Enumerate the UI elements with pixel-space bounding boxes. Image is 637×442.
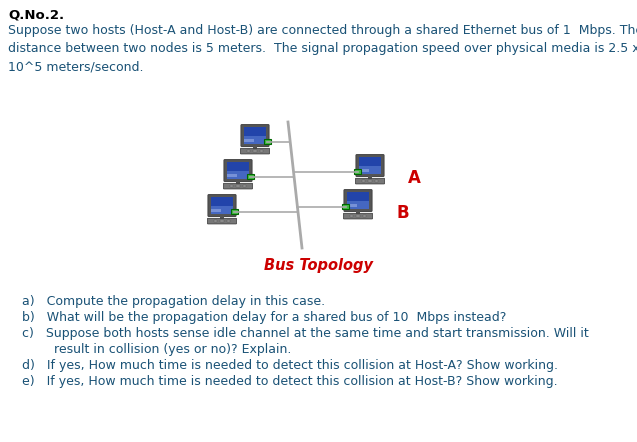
Bar [244, 136, 266, 144]
Bar [247, 150, 250, 152]
Bar [227, 171, 249, 179]
FancyBboxPatch shape [344, 190, 372, 211]
Bar [231, 210, 238, 214]
FancyBboxPatch shape [208, 218, 236, 224]
Bar [245, 139, 254, 142]
Bar [236, 181, 240, 184]
Text: a)   Compute the propagation delay in this case.: a) Compute the propagation delay in this… [22, 295, 325, 308]
Bar [260, 150, 263, 152]
FancyBboxPatch shape [355, 178, 385, 184]
Bar [347, 204, 357, 207]
Bar [243, 185, 246, 187]
Text: d)   If yes, How much time is needed to detect this collision at Host-A? Show wo: d) If yes, How much time is needed to de… [22, 359, 558, 372]
Text: A: A [408, 169, 421, 187]
Bar [264, 139, 271, 144]
Bar [343, 204, 348, 209]
Bar [211, 206, 233, 214]
FancyBboxPatch shape [356, 155, 384, 176]
Bar [227, 162, 249, 179]
Bar [254, 150, 257, 152]
Text: 10^5 meters/second.: 10^5 meters/second. [8, 60, 143, 73]
Bar [368, 180, 371, 182]
FancyBboxPatch shape [241, 125, 269, 146]
Bar [227, 220, 230, 221]
Text: Bus Topology: Bus Topology [264, 258, 373, 273]
Bar [214, 220, 217, 221]
Bar [359, 169, 369, 172]
Text: B: B [397, 204, 410, 222]
Text: Q.No.2.: Q.No.2. [8, 8, 64, 21]
Bar [211, 209, 220, 212]
Bar [236, 185, 240, 187]
Bar [350, 215, 354, 217]
FancyBboxPatch shape [208, 194, 236, 217]
Bar [347, 192, 369, 209]
Bar [357, 215, 359, 217]
Bar [211, 197, 233, 214]
Bar [220, 216, 224, 219]
Bar [368, 175, 372, 179]
Bar [354, 169, 361, 174]
Bar [375, 180, 378, 182]
Bar [253, 146, 257, 149]
Text: b)   What will be the propagation delay for a shared bus of 10  Mbps instead?: b) What will be the propagation delay fo… [22, 311, 506, 324]
Bar [220, 220, 224, 221]
Bar [359, 157, 382, 174]
Bar [362, 215, 366, 217]
Bar [356, 211, 360, 214]
Text: e)   If yes, How much time is needed to detect this collision at Host-B? Show wo: e) If yes, How much time is needed to de… [22, 375, 557, 388]
Bar [244, 127, 266, 144]
Bar [247, 175, 254, 179]
FancyBboxPatch shape [224, 183, 252, 189]
Bar [347, 202, 369, 209]
Text: Suppose two hosts (Host-A and Host-B) are connected through a shared Ethernet bu: Suppose two hosts (Host-A and Host-B) ar… [8, 24, 637, 37]
Text: c)   Suppose both hosts sense idle channel at the same time and start transmissi: c) Suppose both hosts sense idle channel… [22, 327, 589, 340]
FancyBboxPatch shape [224, 160, 252, 182]
Bar [359, 166, 382, 174]
Bar [230, 185, 233, 187]
Bar [227, 174, 236, 177]
Text: result in collision (yes or no)? Explain.: result in collision (yes or no)? Explain… [22, 343, 291, 356]
FancyBboxPatch shape [240, 148, 269, 154]
Text: distance between two nodes is 5 meters.  The signal propagation speed over physi: distance between two nodes is 5 meters. … [8, 42, 637, 55]
FancyBboxPatch shape [343, 213, 373, 219]
Bar [362, 180, 366, 182]
